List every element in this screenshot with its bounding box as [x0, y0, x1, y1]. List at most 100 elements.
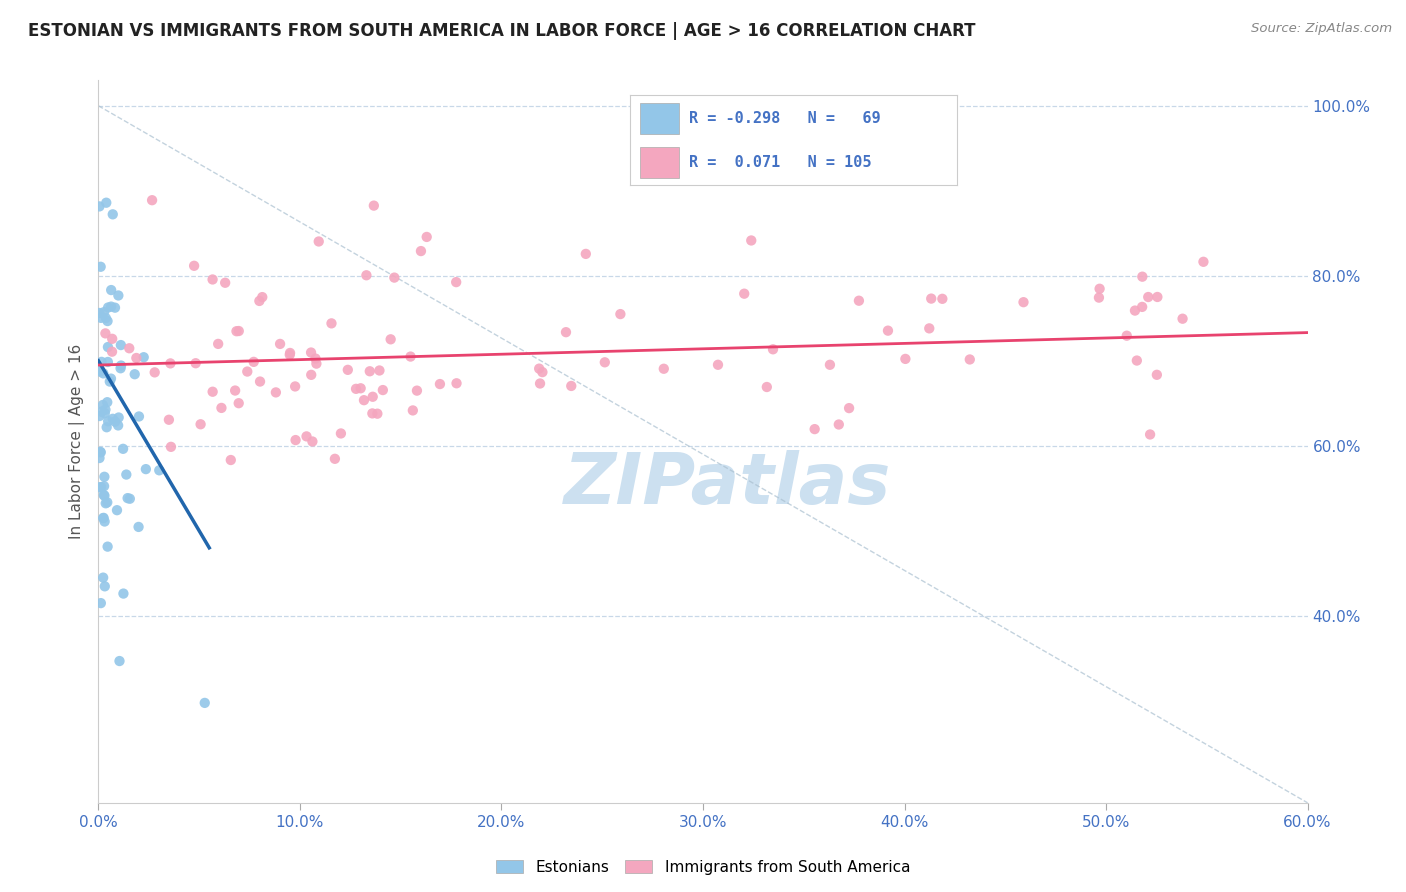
Point — [1088, 291, 1111, 305]
Point — [308, 235, 330, 249]
Point — [107, 288, 129, 302]
Point — [382, 270, 405, 285]
Point — [125, 351, 148, 365]
Point — [740, 234, 762, 248]
Point — [93, 489, 115, 503]
Point — [560, 379, 582, 393]
Point — [118, 491, 141, 506]
Point — [1123, 303, 1146, 318]
Point — [190, 417, 212, 432]
Point — [284, 433, 307, 447]
Point — [1192, 255, 1215, 269]
Point — [284, 379, 307, 393]
Point — [97, 340, 120, 354]
Legend: Estonians, Immigrants from South America: Estonians, Immigrants from South America — [496, 860, 910, 875]
Point — [110, 361, 132, 376]
Point — [609, 307, 631, 321]
Point — [555, 325, 578, 339]
Point — [363, 199, 385, 213]
Point — [90, 480, 112, 494]
Point — [247, 293, 270, 308]
Point — [159, 356, 181, 370]
Point — [96, 420, 118, 434]
Point — [918, 321, 941, 335]
Point — [96, 195, 118, 210]
Point — [160, 440, 183, 454]
Point — [214, 276, 236, 290]
Point — [353, 393, 375, 408]
Text: Source: ZipAtlas.com: Source: ZipAtlas.com — [1251, 22, 1392, 36]
Point — [93, 488, 115, 502]
Point — [838, 401, 860, 416]
Point — [415, 230, 437, 244]
Point — [201, 272, 224, 286]
Point — [107, 410, 129, 425]
Point — [100, 371, 122, 385]
Point — [228, 324, 250, 338]
Point — [112, 586, 135, 600]
Point — [93, 515, 115, 529]
Point — [529, 376, 551, 391]
Point — [141, 193, 163, 207]
Point — [242, 355, 264, 369]
Point — [366, 407, 388, 421]
Point — [184, 356, 207, 370]
Point — [399, 350, 422, 364]
Point — [264, 385, 287, 400]
Point — [93, 511, 115, 525]
Text: ESTONIAN VS IMMIGRANTS FROM SOUTH AMERICA IN LABOR FORCE | AGE > 16 CORRELATION : ESTONIAN VS IMMIGRANTS FROM SOUTH AMERIC… — [28, 22, 976, 40]
Point — [115, 467, 138, 482]
Point — [269, 337, 291, 351]
Point — [380, 332, 402, 346]
Point — [90, 260, 112, 274]
Point — [89, 306, 111, 320]
Point — [959, 352, 981, 367]
Point — [100, 283, 122, 297]
Point — [96, 314, 118, 328]
Point — [361, 406, 384, 420]
Point — [101, 332, 124, 346]
Point — [299, 368, 322, 382]
Point — [1088, 282, 1111, 296]
Point — [278, 346, 301, 360]
Point — [368, 363, 391, 377]
Point — [1115, 328, 1137, 343]
Point — [90, 355, 112, 369]
Point — [89, 480, 111, 494]
Point — [531, 365, 554, 379]
Point — [249, 375, 271, 389]
Point — [593, 355, 616, 369]
Point — [295, 429, 318, 443]
Point — [183, 259, 205, 273]
Point — [143, 365, 166, 379]
Point — [762, 343, 785, 357]
Point — [97, 355, 120, 369]
Point — [90, 445, 112, 459]
Point — [157, 413, 180, 427]
Point — [304, 351, 326, 366]
Point — [132, 350, 155, 364]
Point — [91, 398, 114, 412]
Point — [101, 344, 124, 359]
Point — [91, 511, 114, 525]
Point — [94, 311, 117, 326]
Point — [148, 463, 170, 477]
Point — [236, 365, 259, 379]
Point — [135, 462, 157, 476]
Point — [356, 268, 378, 283]
Point — [101, 207, 124, 221]
Point — [329, 426, 352, 441]
Point — [344, 382, 367, 396]
Point — [446, 376, 468, 391]
Point — [101, 412, 124, 426]
Point — [409, 244, 432, 258]
Point — [406, 384, 429, 398]
Point — [93, 470, 115, 484]
Point — [402, 403, 425, 417]
Point — [733, 286, 755, 301]
Point — [91, 571, 114, 585]
Point — [219, 453, 242, 467]
Point — [848, 293, 870, 308]
Point — [94, 579, 117, 593]
Point — [305, 357, 328, 371]
